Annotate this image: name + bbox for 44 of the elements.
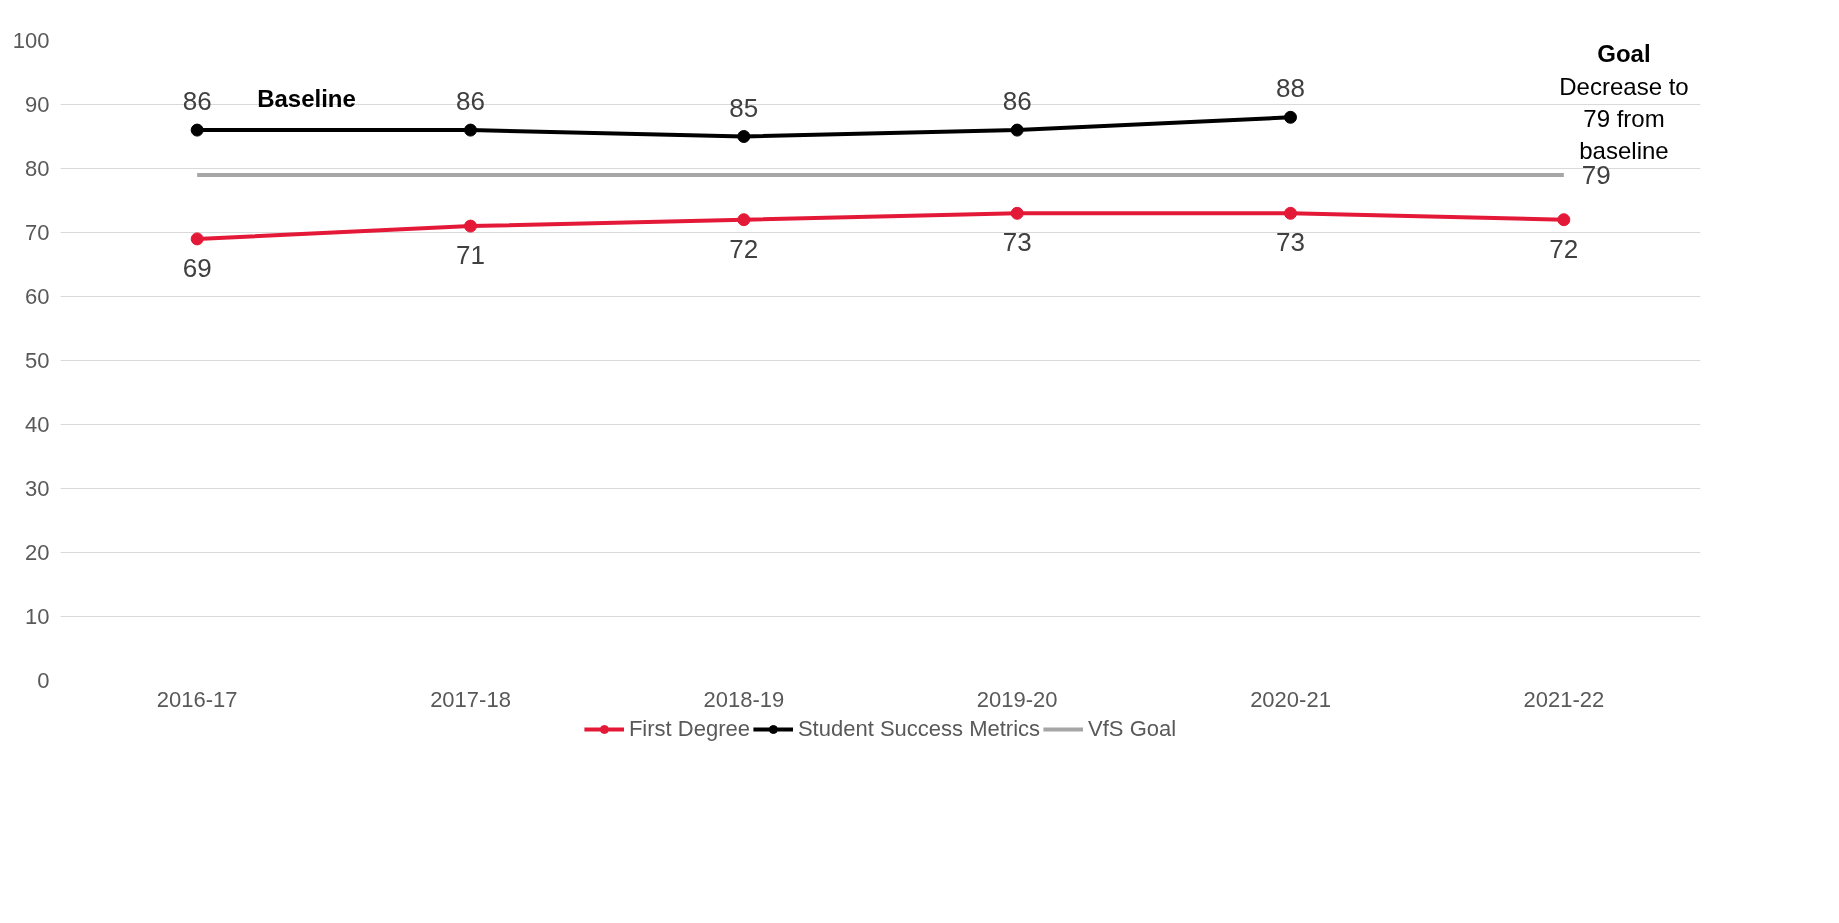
point — [1284, 110, 1297, 124]
annotation: Baseline — [257, 84, 356, 112]
point — [1284, 206, 1297, 220]
y-tick-label: 50 — [25, 348, 50, 373]
annotation: Goal — [1597, 39, 1651, 67]
y-tick-label: 20 — [25, 540, 50, 565]
y-tick-label: 30 — [25, 476, 50, 501]
y-tick-label: 100 — [12, 28, 50, 53]
x-tick-label: 2021-22 — [1523, 686, 1605, 712]
point — [737, 130, 751, 143]
data-label: 86 — [456, 86, 485, 117]
point — [737, 213, 751, 227]
point — [1010, 123, 1024, 137]
point — [1010, 206, 1024, 220]
y-tick-label: 90 — [25, 92, 50, 117]
data-label: 86 — [182, 86, 212, 117]
x-tick-label: 2016-17 — [156, 686, 238, 712]
data-label: 69 — [182, 252, 212, 283]
y-tick-label: 80 — [25, 156, 50, 181]
legend-label: First Degree — [628, 716, 750, 742]
legend-label: Student Success Metrics — [797, 716, 1041, 742]
point — [1557, 213, 1571, 227]
data-label: 73 — [1002, 227, 1032, 258]
x-tick-label: 2019-20 — [976, 686, 1058, 712]
point — [464, 219, 477, 233]
point — [190, 123, 204, 137]
data-label: 73 — [1276, 227, 1305, 258]
y-tick-label: 10 — [25, 604, 50, 629]
data-label: 86 — [1002, 86, 1032, 117]
data-label: 71 — [456, 240, 485, 271]
data-label: 72 — [1549, 233, 1579, 264]
y-tick-label: 70 — [25, 220, 50, 245]
x-tick-label: 2017-18 — [430, 686, 511, 712]
y-tick-label: 0 — [37, 668, 50, 693]
y-tick-label: 40 — [25, 412, 50, 437]
data-label: 88 — [1276, 73, 1305, 104]
data-label: 72 — [729, 233, 759, 264]
legend-label: VfS Goal — [1088, 716, 1177, 742]
data-label: 85 — [729, 92, 759, 123]
x-tick-label: 2020-21 — [1250, 686, 1331, 712]
point — [190, 232, 204, 246]
point — [464, 123, 477, 137]
x-tick-label: 2018-19 — [703, 686, 785, 712]
y-tick-label: 60 — [25, 284, 50, 309]
